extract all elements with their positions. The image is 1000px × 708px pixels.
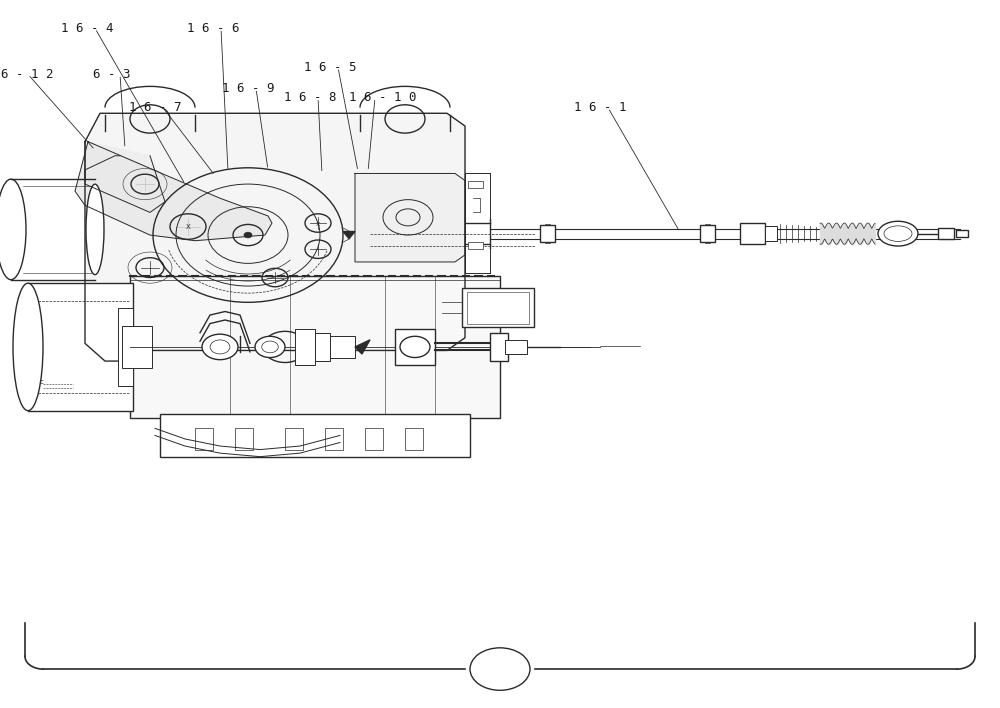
Bar [740, 223, 765, 244]
Bar [468, 242, 483, 249]
Bar [285, 428, 303, 450]
Text: 1 6 - 6: 1 6 - 6 [187, 22, 239, 35]
Bar [468, 181, 483, 188]
Circle shape [244, 232, 252, 238]
Bar [395, 329, 435, 365]
Bar [405, 428, 423, 450]
Bar [700, 225, 715, 242]
Bar [490, 333, 508, 361]
Bar [130, 276, 500, 418]
Text: 6 - 3: 6 - 3 [93, 68, 131, 81]
Ellipse shape [13, 283, 43, 411]
Bar [295, 329, 315, 365]
Polygon shape [75, 142, 272, 241]
Bar [462, 288, 534, 327]
Bar [330, 336, 355, 358]
Bar [160, 414, 470, 457]
Bar [505, 340, 527, 354]
Ellipse shape [86, 184, 104, 275]
Circle shape [470, 648, 530, 690]
Bar [467, 292, 529, 324]
Text: 1 6 - 1 2: 1 6 - 1 2 [0, 68, 54, 81]
Text: X: X [316, 222, 320, 227]
Bar [122, 326, 152, 368]
Text: 1 6 - 9: 1 6 - 9 [222, 82, 274, 95]
Bar [956, 230, 968, 237]
Text: X: X [186, 224, 190, 229]
Bar [938, 228, 954, 239]
Circle shape [202, 334, 238, 360]
Circle shape [400, 336, 430, 358]
Polygon shape [437, 300, 454, 314]
Polygon shape [355, 173, 465, 262]
Bar [195, 428, 213, 450]
Text: 1 6 - 1: 1 6 - 1 [574, 101, 626, 114]
Text: c: c [40, 379, 44, 384]
Text: 1 6 - 8: 1 6 - 8 [284, 91, 336, 104]
Text: 1 6 - 5: 1 6 - 5 [304, 61, 356, 74]
Polygon shape [437, 300, 454, 314]
Circle shape [255, 336, 285, 358]
Bar [540, 225, 555, 242]
Ellipse shape [0, 179, 26, 280]
Text: 1 6 - 4: 1 6 - 4 [61, 22, 113, 35]
Bar [315, 333, 330, 361]
Polygon shape [85, 142, 165, 212]
Text: B: B [494, 661, 506, 678]
Polygon shape [343, 232, 355, 239]
Text: 1 6 - 7: 1 6 - 7 [129, 101, 181, 114]
Bar [325, 428, 343, 450]
Polygon shape [85, 113, 465, 361]
Bar [365, 428, 383, 450]
Bar [235, 428, 253, 450]
Bar [118, 308, 133, 386]
Bar [765, 226, 777, 241]
Circle shape [491, 341, 507, 353]
Ellipse shape [878, 221, 918, 246]
Text: 1 6 - 1 0: 1 6 - 1 0 [349, 91, 417, 104]
Polygon shape [355, 340, 370, 354]
Bar [28, 283, 133, 411]
